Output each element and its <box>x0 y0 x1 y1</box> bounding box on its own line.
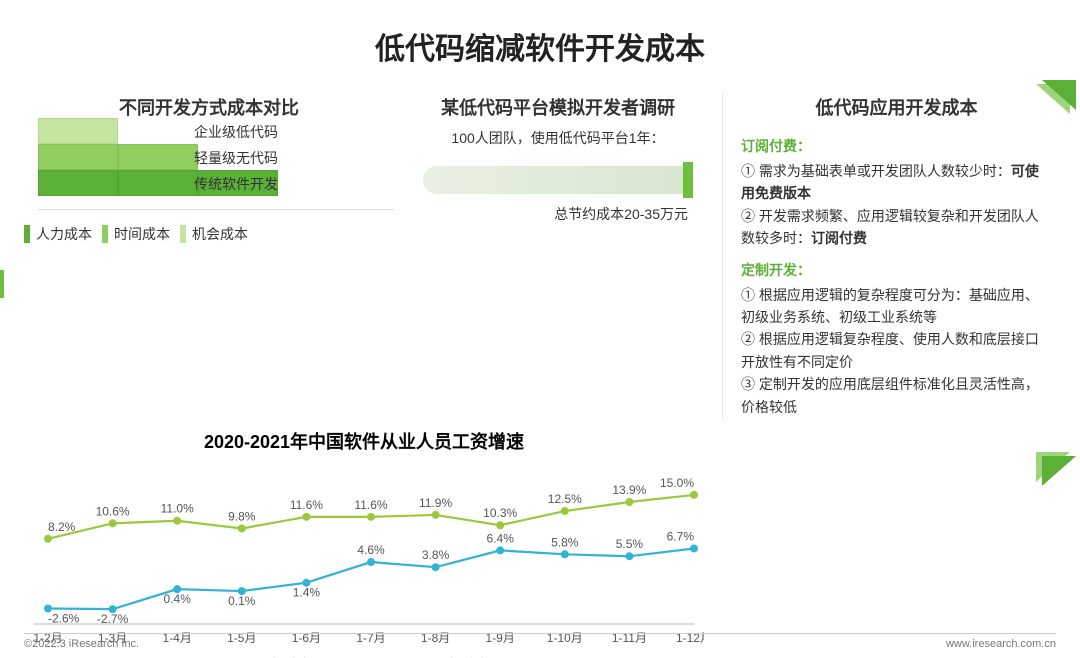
progress-cap <box>683 162 693 198</box>
list-item: ① 需求为基础表单或开发团队人数较少时：可使用免费版本 <box>741 160 1052 205</box>
footer-right: www.iresearch.com.cn <box>946 638 1056 650</box>
svg-text:-2.7%: -2.7% <box>97 612 129 626</box>
list-item: ② 根据应用逻辑复杂程度、使用人数和底层接口开放性有不同定价 <box>741 328 1052 373</box>
brick-cell <box>118 170 198 196</box>
svg-text:5.8%: 5.8% <box>551 535 579 549</box>
page-title: 低代码缩减软件开发成本 <box>24 24 1056 68</box>
line-chart-legend: 2020年增速（%） 2021年增速（%） <box>24 654 704 658</box>
svg-text:4.6%: 4.6% <box>357 543 385 557</box>
footer-left: ©2022.3 iResearch Inc. <box>24 638 139 650</box>
svg-text:9.8%: 9.8% <box>228 509 256 523</box>
line-chart-block: 2020-2021年中国软件从业人员工资增速 1-2月1-3月1-4月1-5月1… <box>24 428 704 658</box>
brick-cell <box>38 170 118 196</box>
svg-text:0.4%: 0.4% <box>164 592 192 606</box>
line-chart-title: 2020-2021年中国软件从业人员工资增速 <box>24 428 704 454</box>
brick-cell <box>38 144 118 170</box>
survey-saving: 总节约成本20-35万元 <box>408 204 708 224</box>
group-heading: 定制开发 <box>741 260 1052 280</box>
svg-text:11.6%: 11.6% <box>354 498 387 512</box>
right-heading: 低代码应用开发成本 <box>741 94 1052 120</box>
svg-text:3.8%: 3.8% <box>422 548 450 562</box>
svg-text:13.9%: 13.9% <box>612 483 646 497</box>
brick-row-label: 传统软件开发 <box>194 174 278 194</box>
legend-item: 人力成本 <box>24 224 92 244</box>
list-item: ③ 定制开发的应用底层组件标准化且灵活性高，价格较低 <box>741 373 1052 418</box>
svg-text:5.5%: 5.5% <box>616 537 644 551</box>
legend-item: 2020年增速（%） <box>204 654 347 658</box>
svg-text:11.6%: 11.6% <box>290 498 323 512</box>
svg-text:1.4%: 1.4% <box>293 586 321 600</box>
svg-text:6.4%: 6.4% <box>487 531 515 545</box>
corner-triangle-bottom <box>1042 456 1076 486</box>
footer: ©2022.3 iResearch Inc. www.iresearch.com… <box>24 633 1056 650</box>
legend-item: 机会成本 <box>180 224 248 244</box>
brick-row-label: 轻量级无代码 <box>194 148 278 168</box>
svg-text:-2.6%: -2.6% <box>48 611 80 625</box>
corner-triangle-top <box>1042 80 1076 110</box>
svg-text:6.7%: 6.7% <box>667 529 695 543</box>
brick-heading: 不同开发方式成本对比 <box>24 94 394 120</box>
survey-subtitle: 100人团队，使用低代码平台1年： <box>408 128 708 148</box>
brick-cell <box>38 118 118 144</box>
survey-block: 某低代码平台模拟开发者调研 100人团队，使用低代码平台1年： 总节约成本20-… <box>408 94 708 418</box>
brick-cell <box>118 144 198 170</box>
group-heading: 订阅付费 <box>741 136 1052 156</box>
svg-text:0.1%: 0.1% <box>228 594 256 608</box>
brick-row-label: 企业级低代码 <box>194 122 278 142</box>
accent-bar <box>0 270 4 298</box>
survey-heading: 某低代码平台模拟开发者调研 <box>408 94 708 120</box>
brick-stage: 企业级低代码轻量级无代码传统软件开发 <box>38 118 278 196</box>
list-item: ① 根据应用逻辑的复杂程度可分为：基础应用、初级业务系统、初级工业系统等 <box>741 284 1052 329</box>
svg-text:11.9%: 11.9% <box>419 496 452 510</box>
brick-legend: 人力成本时间成本机会成本 <box>24 224 394 244</box>
right-col: 低代码应用开发成本 订阅付费 ① 需求为基础表单或开发团队人数较少时：可使用免费版… <box>722 94 1052 418</box>
svg-text:10.6%: 10.6% <box>96 504 130 518</box>
svg-text:15.0%: 15.0% <box>660 476 694 490</box>
legend-item: 2021年增速（%） <box>381 654 524 658</box>
progress-bar <box>423 166 693 194</box>
svg-text:12.5%: 12.5% <box>548 492 582 506</box>
brick-wrap: 不同开发方式成本对比 企业级低代码轻量级无代码传统软件开发 人力成本时间成本机会… <box>24 94 394 244</box>
svg-text:8.2%: 8.2% <box>48 520 76 534</box>
line-chart: 1-2月1-3月1-4月1-5月1-6月1-7月1-8月1-9月1-10月1-1… <box>24 460 704 650</box>
legend-item: 时间成本 <box>102 224 170 244</box>
svg-text:11.0%: 11.0% <box>161 502 194 516</box>
svg-text:10.3%: 10.3% <box>483 506 517 520</box>
list-item: ② 开发需求频繁、应用逻辑较复杂和开发团队人数较多时：订阅付费 <box>741 205 1052 250</box>
brick-baseline <box>38 209 394 210</box>
